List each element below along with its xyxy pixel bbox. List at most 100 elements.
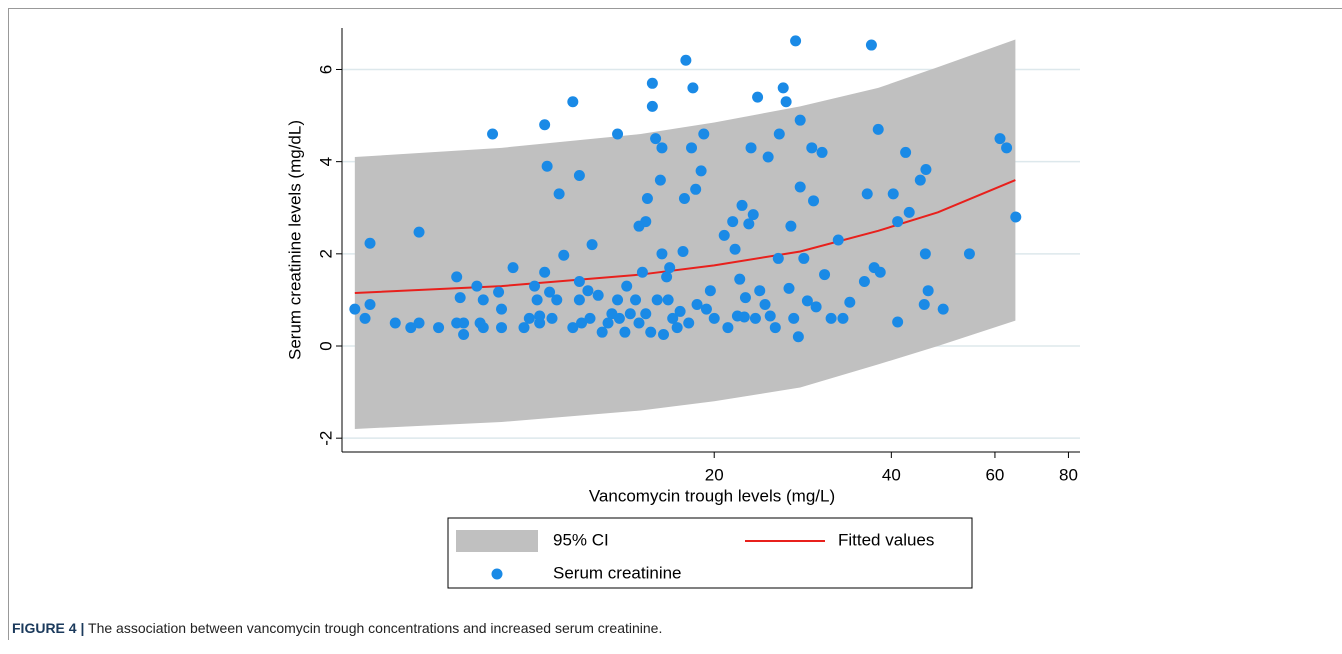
data-point (612, 294, 624, 306)
data-point (558, 249, 570, 261)
data-point (471, 280, 483, 292)
data-point (963, 248, 975, 260)
data-point (734, 273, 746, 285)
data-point (667, 312, 679, 324)
data-point (531, 294, 543, 306)
data-point (729, 243, 741, 255)
data-point (749, 312, 761, 324)
data-point (738, 311, 750, 323)
data-point (573, 275, 585, 287)
data-point (743, 218, 755, 230)
data-point (458, 317, 470, 329)
data-point (708, 312, 720, 324)
data-point (861, 188, 873, 200)
data-point (487, 128, 499, 140)
data-point (816, 146, 828, 158)
data-point (695, 165, 707, 177)
data-point (596, 326, 608, 338)
data-point (762, 151, 774, 163)
data-point (477, 294, 489, 306)
data-point (451, 271, 463, 283)
data-point (727, 216, 739, 228)
data-point (523, 312, 535, 324)
data-point (584, 312, 596, 324)
data-point (636, 266, 648, 278)
data-point (364, 237, 376, 249)
data-point (837, 312, 849, 324)
data-point (745, 142, 757, 154)
data-point (1001, 142, 1013, 154)
data-point (718, 229, 730, 241)
data-point (477, 322, 489, 334)
data-point (671, 322, 683, 334)
data-point (783, 282, 795, 294)
data-point (832, 234, 844, 246)
data-point (645, 326, 657, 338)
data-point (844, 296, 856, 308)
y-tick-label: -2 (316, 431, 335, 446)
data-point (772, 252, 784, 264)
data-point (619, 326, 631, 338)
data-point (576, 317, 588, 329)
data-point (349, 303, 361, 315)
legend-swatch (456, 530, 538, 552)
data-point (539, 119, 551, 131)
data-point (759, 299, 771, 311)
caption: FIGURE 4 | The association between vanco… (12, 620, 662, 636)
data-point (752, 91, 764, 103)
x-tick-label: 40 (882, 465, 901, 484)
caption-text: The association between vancomycin troug… (88, 620, 663, 636)
data-point (1010, 211, 1022, 223)
data-point (739, 292, 751, 304)
data-point (582, 285, 594, 297)
data-point (641, 193, 653, 205)
x-axis-label: Vancomycin trough levels (mg/L) (589, 486, 835, 505)
data-point (704, 285, 716, 297)
data-point (819, 269, 831, 281)
data-point (872, 123, 884, 135)
data-point (592, 289, 604, 301)
data-point (736, 199, 748, 211)
data-point (769, 322, 781, 334)
data-point (806, 142, 818, 154)
data-point (777, 82, 789, 94)
data-point (454, 292, 466, 304)
data-point (493, 286, 505, 298)
data-point (678, 193, 690, 205)
data-point (903, 206, 915, 218)
data-point (640, 308, 652, 320)
data-point (656, 248, 668, 260)
data-point (612, 128, 624, 140)
data-point (602, 317, 614, 329)
data-point (892, 316, 904, 328)
data-point (865, 39, 877, 51)
data-point (534, 317, 546, 329)
data-point (433, 322, 445, 334)
y-tick-label: 4 (316, 157, 335, 166)
y-axis-label: Serum creatinine levels (mg/dL) (285, 120, 304, 360)
figure-frame (8, 8, 1342, 640)
legend-label: Fitted values (838, 530, 934, 549)
data-point (794, 114, 806, 126)
data-point (413, 317, 425, 329)
data-point (640, 216, 652, 228)
data-point (798, 252, 810, 264)
data-point (630, 294, 642, 306)
data-point (650, 133, 662, 145)
data-point (691, 299, 703, 311)
data-point (389, 317, 401, 329)
data-point (683, 317, 695, 329)
ci-band (354, 39, 1016, 429)
data-point (690, 183, 702, 195)
data-point (722, 322, 734, 334)
data-point (496, 303, 508, 315)
data-point (674, 305, 686, 317)
data-point (764, 310, 776, 322)
x-tick-label: 60 (985, 465, 1004, 484)
data-point (364, 299, 376, 311)
data-point (546, 312, 558, 324)
data-point (810, 301, 822, 313)
data-point (919, 248, 931, 260)
y-tick-label: 2 (316, 249, 335, 258)
